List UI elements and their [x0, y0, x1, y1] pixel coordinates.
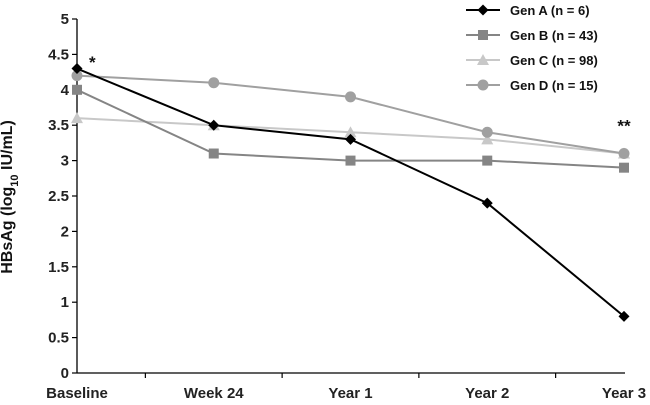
data-point [481, 197, 493, 209]
legend-item: Gen D (n = 15) [466, 78, 598, 93]
data-point [71, 112, 83, 124]
series-gen-b-n-43 [72, 84, 629, 173]
significance-marker: ** [617, 117, 631, 136]
data-point [482, 155, 493, 166]
y-tick-label: 0 [61, 365, 69, 382]
data-point [208, 77, 220, 89]
significance-marker: * [89, 53, 96, 72]
series-gen-d-n-15 [71, 70, 630, 160]
legend-label: Gen C (n = 98) [510, 53, 598, 68]
x-axis-ticks: Baseline Week 24 Year 1 Year 2 Year 3 [46, 373, 646, 402]
y-tick-label: 5 [61, 11, 69, 28]
data-point [72, 84, 82, 95]
data-point [481, 133, 494, 145]
data-point [208, 119, 220, 131]
x-tick-label: Year 1 [328, 385, 372, 402]
y-axis-label: HBsAg (log10 IU/mL) [0, 120, 21, 274]
data-point [345, 155, 356, 166]
data-point [71, 70, 83, 82]
x-tick-label: Week 24 [184, 385, 244, 402]
chart-axes [76, 19, 625, 374]
legend-label: Gen A (n = 6) [510, 3, 590, 18]
y-tick-label: 0.5 [48, 330, 69, 347]
series-group [71, 63, 630, 322]
series-line [76, 67, 625, 318]
data-point [71, 63, 83, 75]
legend-item: Gen A (n = 6) [466, 3, 590, 18]
legend-swatch-marker [477, 4, 489, 16]
y-tick-label: 1 [61, 294, 69, 311]
y-tick-label: 4.5 [48, 46, 69, 63]
y-tick-label: 3 [61, 153, 69, 170]
x-tick-label: Year 2 [465, 385, 509, 402]
data-point [481, 126, 493, 138]
legend-label: Gen B (n = 43) [510, 28, 598, 43]
y-tick-label: 2.5 [48, 188, 69, 205]
x-tick-label: Year 3 [602, 385, 646, 402]
y-tick-label: 1.5 [48, 259, 69, 276]
data-point [618, 310, 630, 322]
legend-item: Gen C (n = 98) [466, 53, 598, 68]
data-point [345, 91, 356, 103]
data-point [618, 148, 630, 160]
y-tick-label: 4 [61, 82, 70, 99]
legend-item: Gen B (n = 43) [466, 28, 598, 43]
legend: Gen A (n = 6) Gen B (n = 43) Gen C (n = 98… [466, 3, 598, 93]
y-axis-ticks: 0 0.5 1 1.5 2 2.5 3 3.5 4 4.5 5 [48, 11, 77, 382]
legend-label: Gen D (n = 15) [510, 78, 598, 93]
data-point [344, 126, 357, 138]
series-gen-a-n-6 [71, 63, 630, 322]
legend-swatch-marker [478, 30, 488, 40]
data-point [345, 133, 356, 145]
data-point [619, 162, 629, 173]
data-point [208, 148, 219, 159]
y-tick-label: 2 [61, 223, 69, 240]
legend-swatch-marker [477, 79, 489, 91]
annotations-group: *** [89, 53, 631, 136]
y-tick-label: 3.5 [48, 117, 69, 134]
x-tick-label: Baseline [46, 385, 108, 402]
legend-swatch-marker [477, 54, 489, 65]
